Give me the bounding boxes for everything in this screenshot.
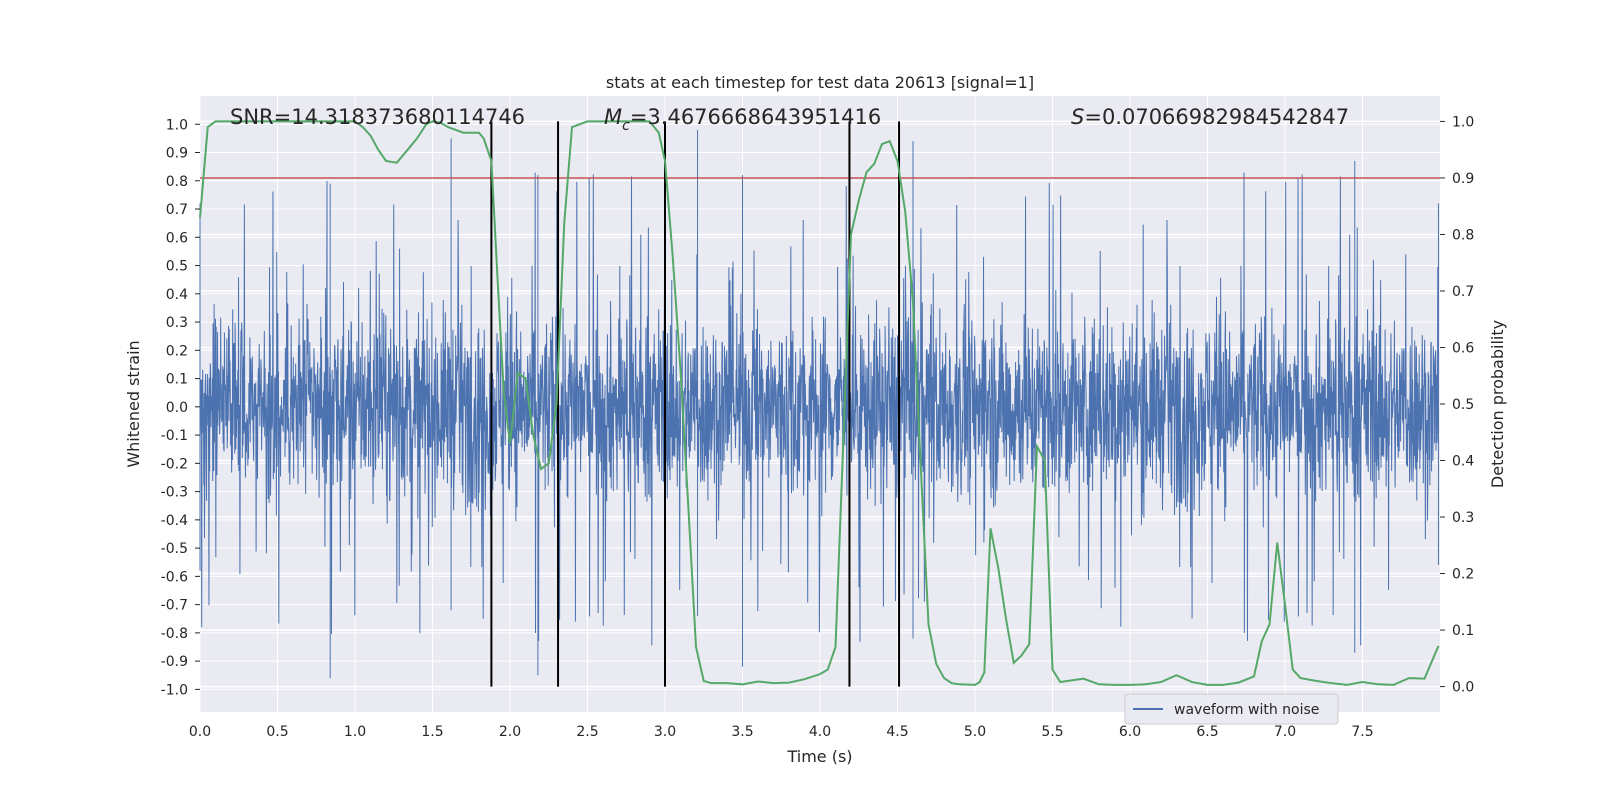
left-tick-label: 0.9 [166,146,188,162]
x-tick-label: 7.0 [1274,724,1296,740]
left-tick-label: 0.4 [166,287,188,303]
left-tick-label: -0.2 [161,456,188,472]
chirp-mass-symbol: M [604,105,622,129]
x-axis-ticks: 0.0 0.5 1.0 1.5 2.0 2.5 3.0 3.5 4.0 4.5 5.0 5.5 6.0 6… [189,724,1374,740]
left-tick-label: 0.5 [166,259,188,275]
chirp-mass-subscript: c [622,118,630,134]
left-tick-label: 0.1 [166,372,188,388]
x-tick-label: 3.0 [654,724,676,740]
legend-label-waveform: waveform with noise [1174,702,1319,718]
right-tick-label: 1.0 [1452,114,1474,130]
x-tick-label: 5.5 [1041,724,1063,740]
left-tick-label: -1.0 [161,682,188,698]
right-tick-label: 0.0 [1452,680,1474,696]
left-tick-label: -0.6 [161,569,188,585]
x-tick-label: 4.5 [886,724,908,740]
left-tick-label: -0.1 [161,428,188,444]
left-axis-label: Whitened strain [124,340,143,467]
probability-line [199,120,1440,686]
left-tick-label: 1.0 [166,117,188,133]
chirp-mass-annotation: Mc=3.4676668643951416 [604,105,881,134]
x-tick-label: 0.0 [189,724,211,740]
x-tick-label: 1.0 [344,724,366,740]
left-tick-label: 0.2 [166,343,188,359]
x-axis-label: Time (s) [786,747,852,766]
right-tick-label: 0.7 [1452,284,1474,300]
x-tick-label: 2.5 [576,724,598,740]
left-tick-label: -0.5 [161,541,188,557]
x-tick-label: 1.5 [421,724,443,740]
right-tick-label: 0.6 [1452,340,1474,356]
left-tick-label: -0.7 [161,598,188,614]
left-tick-label: 0.7 [166,202,188,218]
right-tick-label: 0.3 [1452,510,1474,526]
right-tick-label: 0.8 [1452,227,1474,243]
x-tick-label: 2.0 [499,724,521,740]
x-tick-label: 4.0 [809,724,831,740]
right-tick-label: 0.5 [1452,397,1474,413]
chirp-mass-value: =3.4676668643951416 [630,105,881,129]
right-tick-label: 0.1 [1452,623,1474,639]
left-tick-label: 0.3 [166,315,188,331]
s-symbol: S [1071,105,1084,129]
left-axis-ticks: 1.0 0.9 0.8 0.7 0.6 0.5 0.4 0.3 0.2 0.1 0.0 -0.1 -0.… [161,117,200,698]
right-axis-ticks: 1.0 0.9 0.8 0.7 0.6 0.5 0.4 0.3 0.2 0.1 0.0 [1440,114,1474,696]
s-annotation: S=0.07066982984542847 [1071,105,1349,129]
waveform-line [199,129,1439,679]
boundary-lines [490,121,901,687]
legend: waveform with noise [1124,693,1339,725]
legend-box [1124,693,1339,725]
left-tick-label: -0.9 [161,654,188,670]
right-tick-label: 0.9 [1452,171,1474,187]
x-tick-label: 6.5 [1196,724,1218,740]
right-axis-label: Detection probability [1488,320,1507,488]
left-tick-label: 0.6 [166,230,188,246]
x-tick-label: 5.0 [964,724,986,740]
left-tick-label: 0.8 [166,174,188,190]
x-tick-label: 3.5 [731,724,753,740]
left-tick-label: 0.0 [166,400,188,416]
x-tick-label: 0.5 [266,724,288,740]
left-tick-label: -0.4 [161,513,188,529]
right-tick-label: 0.2 [1452,567,1474,583]
x-tick-label: 6.0 [1119,724,1141,740]
right-tick-label: 0.4 [1452,454,1474,470]
left-tick-label: -0.8 [161,626,188,642]
left-tick-label: -0.3 [161,485,188,501]
s-value: =0.07066982984542847 [1084,105,1349,129]
waveform-series [199,129,1439,679]
snr-annotation: SNR=14.318373680114746 [230,105,525,129]
chart-title: stats at each timestep for test data 206… [606,73,1034,92]
x-tick-label: 7.5 [1351,724,1373,740]
